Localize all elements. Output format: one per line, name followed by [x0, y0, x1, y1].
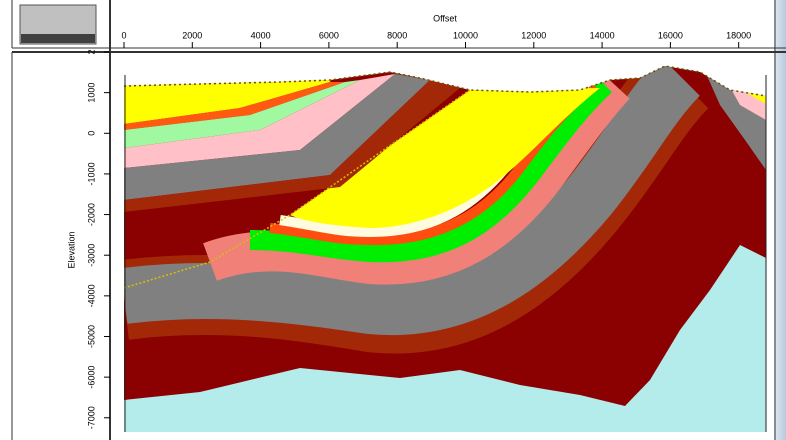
x-tick-label: 4000: [251, 30, 271, 40]
x-tick-label: 16000: [658, 30, 683, 40]
x-tick-label: 6000: [319, 30, 339, 40]
layer-cyan: [124, 245, 766, 432]
y-tick-label: -1000: [86, 162, 96, 185]
elevation-title: Elevation: [66, 231, 76, 268]
surface-line: [123, 65, 767, 97]
y-tick-label: -5000: [86, 325, 96, 348]
layer-yellow-core: [290, 88, 600, 228]
layer-green: [249, 77, 612, 263]
cross-section: [124, 66, 766, 432]
x-tick-label: 0: [121, 30, 126, 40]
y-tick-label: 1000: [86, 83, 96, 103]
x-tick-label: 2000: [182, 30, 202, 40]
y-tick-label: -6000: [86, 366, 96, 389]
y-tick-label: -7000: [86, 406, 96, 429]
layer-gray-upper: [124, 74, 430, 200]
side-strip: [774, 0, 786, 440]
y-tick-label: -4000: [86, 284, 96, 307]
x-tick-label: 10000: [453, 30, 478, 40]
layer-orange-top: [124, 82, 345, 130]
y-tick-label: 0: [86, 131, 96, 136]
y-tick-label: -3000: [86, 244, 96, 267]
layer-pink: [124, 74, 395, 168]
x-tick-label: 8000: [387, 30, 407, 40]
offset-title: Offset: [433, 13, 457, 23]
layer-light-green: [124, 80, 360, 148]
x-tick-label: 18000: [726, 30, 751, 40]
x-tick-label: 14000: [590, 30, 615, 40]
layer-brown-upper: [124, 80, 460, 212]
layer-gray: [124, 66, 701, 336]
x-tick-label: 12000: [521, 30, 546, 40]
y-tick-label: -2000: [86, 203, 96, 226]
fault-line: [123, 89, 471, 289]
y-tick-label: 2: [86, 49, 96, 54]
thumbnail-base: [21, 34, 95, 43]
